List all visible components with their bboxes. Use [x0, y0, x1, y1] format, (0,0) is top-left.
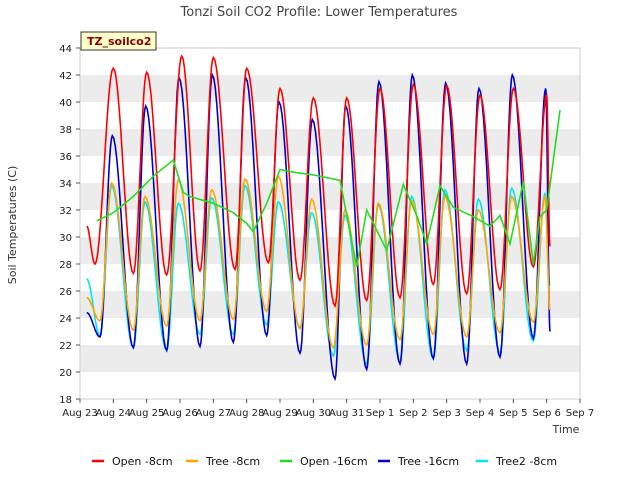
- y-tick-label: 36: [59, 152, 72, 163]
- x-tick-label: Aug 24: [96, 408, 131, 419]
- x-tick-label: Sep 6: [532, 408, 560, 419]
- grid-band: [80, 183, 580, 210]
- grid-band: [80, 75, 580, 102]
- x-axis-label: Time: [552, 423, 580, 436]
- x-tick-label: Aug 31: [329, 408, 364, 419]
- x-tick-label: Sep 5: [499, 408, 527, 419]
- legend-label: Tree -16cm: [397, 455, 459, 468]
- y-tick-label: 42: [59, 71, 72, 82]
- series-line-tree-8cm: [86, 174, 551, 350]
- legend-label: Open -16cm: [300, 455, 368, 468]
- x-tick-label: Aug 25: [129, 408, 164, 419]
- site-tag-box: [80, 31, 157, 51]
- x-tick-label: Aug 26: [162, 408, 197, 419]
- legend-label: Tree2 -8cm: [495, 455, 557, 468]
- legend: Open -8cm Tree -8cm Open -16cm Tree -16cm Tr…: [92, 455, 557, 468]
- x-tick-label: Aug 28: [229, 408, 264, 419]
- series-line-open-16cm: [96, 109, 561, 267]
- series-line-tree2-8cm: [86, 184, 551, 366]
- y-tick-label: 40: [59, 98, 72, 109]
- series-lines: [86, 54, 561, 382]
- x-tick-label: Aug 30: [296, 408, 331, 419]
- grid-band: [80, 291, 580, 318]
- x-tick-label: Sep 2: [399, 408, 427, 419]
- plot-frame: [79, 47, 581, 400]
- x-tick-label: Aug 27: [196, 408, 231, 419]
- y-tick-label: 20: [59, 368, 72, 379]
- y-axis-label: Soil Temperatures (C): [6, 166, 19, 285]
- x-tick-label: Sep 3: [432, 408, 460, 419]
- y-tick-label: 44: [59, 44, 72, 55]
- y-tick-label: 22: [59, 341, 72, 352]
- legend-label: Tree -8cm: [205, 455, 260, 468]
- y-tick-label: 26: [59, 287, 72, 298]
- x-tick-label: Sep 1: [366, 408, 394, 419]
- y-tick-label: 34: [59, 179, 72, 190]
- x-tick-label: Aug 29: [262, 408, 297, 419]
- legend-label: Open -8cm: [112, 455, 173, 468]
- series-line-open-8cm: [86, 54, 551, 308]
- y-tick-label: 24: [59, 314, 72, 325]
- site-tag: TZ_soilco2: [80, 31, 157, 51]
- x-tick-label: Aug 23: [62, 408, 97, 419]
- grid-bands: [80, 75, 580, 372]
- x-tick-label: Sep 4: [466, 408, 494, 419]
- y-tick-label: 18: [59, 395, 72, 406]
- y-tick-label: 28: [59, 260, 72, 271]
- y-tick-label: 38: [59, 125, 72, 136]
- grid-band: [80, 129, 580, 156]
- chart-title: Tonzi Soil CO2 Profile: Lower Temperatur…: [180, 5, 458, 20]
- y-axis: 18 20 22 24 26 28 30 32 34 36 38 40 42 44: [59, 44, 80, 406]
- site-tag-text: TZ_soilco2: [87, 35, 151, 48]
- x-tick-label: Sep 7: [566, 408, 594, 419]
- y-tick-label: 30: [59, 233, 72, 244]
- y-tick-label: 32: [59, 206, 72, 217]
